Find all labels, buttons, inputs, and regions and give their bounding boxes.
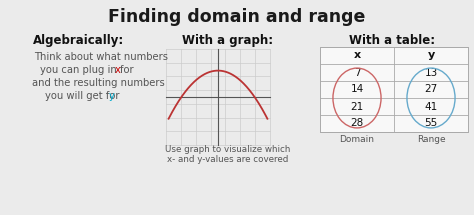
Text: 14: 14 [350, 84, 364, 95]
Text: With a table:: With a table: [349, 34, 435, 47]
Text: you will get for: you will get for [46, 91, 123, 101]
Text: x: x [115, 65, 120, 75]
Text: 13: 13 [424, 68, 438, 77]
Text: Domain: Domain [339, 135, 374, 144]
Text: Algebraically:: Algebraically: [33, 34, 125, 47]
Text: 28: 28 [350, 118, 364, 129]
Text: x: x [354, 51, 361, 60]
Text: 21: 21 [350, 101, 364, 112]
Text: 27: 27 [424, 84, 438, 95]
Text: you can plug in for: you can plug in for [40, 65, 137, 75]
Text: 55: 55 [424, 118, 438, 129]
Text: Think about what numbers: Think about what numbers [34, 52, 168, 62]
Text: and the resulting numbers: and the resulting numbers [32, 78, 165, 88]
Text: 7: 7 [354, 68, 360, 77]
Text: 41: 41 [424, 101, 438, 112]
Text: y: y [428, 51, 435, 60]
Text: y: y [109, 91, 115, 101]
Text: Range: Range [417, 135, 445, 144]
FancyBboxPatch shape [320, 47, 468, 132]
Text: Use graph to visualize which
x- and y-values are covered: Use graph to visualize which x- and y-va… [165, 145, 291, 164]
Text: With a graph:: With a graph: [182, 34, 273, 47]
Text: Finding domain and range: Finding domain and range [109, 8, 365, 26]
